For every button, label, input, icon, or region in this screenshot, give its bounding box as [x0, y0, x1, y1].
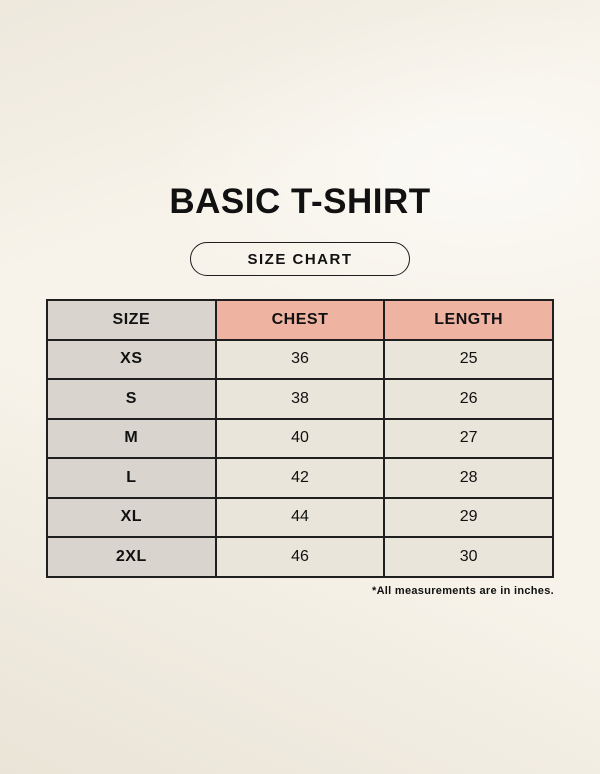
chest-cell: 36: [214, 338, 386, 380]
size-cell: S: [46, 378, 217, 420]
table-row: L 42 28: [46, 457, 554, 499]
length-cell: 28: [383, 457, 554, 499]
chest-cell: 44: [214, 496, 386, 538]
size-table-wrapper: SIZE CHEST LENGTH XS 36 25 S 38 26 M: [46, 299, 554, 597]
length-cell: 27: [383, 417, 554, 459]
column-header-chest: CHEST: [214, 299, 386, 341]
table-row: XL 44 29: [46, 496, 554, 538]
measurements-footnote: *All measurements are in inches.: [371, 584, 554, 597]
size-chart-badge: SIZE CHART: [190, 242, 410, 276]
size-cell: XL: [46, 496, 217, 538]
size-table: SIZE CHEST LENGTH XS 36 25 S 38 26 M: [46, 299, 554, 578]
table-row: M 40 27: [46, 417, 554, 459]
page-title: BASIC T-SHIRT: [169, 182, 431, 221]
table-row: XS 36 25: [46, 338, 554, 380]
size-cell: 2XL: [46, 536, 217, 578]
length-cell: 25: [383, 338, 554, 380]
size-cell: XS: [46, 338, 217, 380]
chest-cell: 42: [214, 457, 386, 499]
chest-cell: 40: [214, 417, 386, 459]
size-cell: L: [46, 457, 217, 499]
column-header-length: LENGTH: [383, 299, 554, 341]
table-header-row: SIZE CHEST LENGTH: [46, 299, 554, 341]
size-chart-badge-label: SIZE CHART: [247, 250, 353, 268]
chest-cell: 46: [214, 536, 386, 578]
table-row: 2XL 46 30: [46, 536, 554, 578]
length-cell: 30: [383, 536, 554, 578]
length-cell: 26: [383, 378, 554, 420]
length-cell: 29: [383, 496, 554, 538]
size-cell: M: [46, 417, 217, 459]
table-row: S 38 26: [46, 378, 554, 420]
chest-cell: 38: [214, 378, 386, 420]
column-header-size: SIZE: [46, 299, 217, 341]
